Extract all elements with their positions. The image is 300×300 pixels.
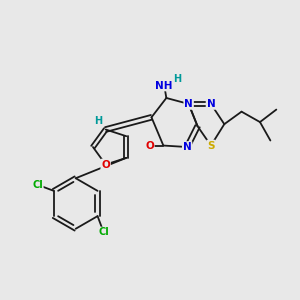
- Text: NH: NH: [154, 80, 172, 91]
- Text: N: N: [184, 99, 193, 109]
- Text: H: H: [173, 74, 181, 84]
- Text: Cl: Cl: [32, 180, 43, 190]
- Text: O: O: [101, 160, 110, 170]
- Text: S: S: [207, 140, 215, 151]
- Text: H: H: [94, 116, 102, 126]
- Text: O: O: [145, 140, 154, 151]
- Text: Cl: Cl: [98, 227, 109, 238]
- Text: N: N: [183, 142, 191, 152]
- Text: N: N: [207, 99, 215, 109]
